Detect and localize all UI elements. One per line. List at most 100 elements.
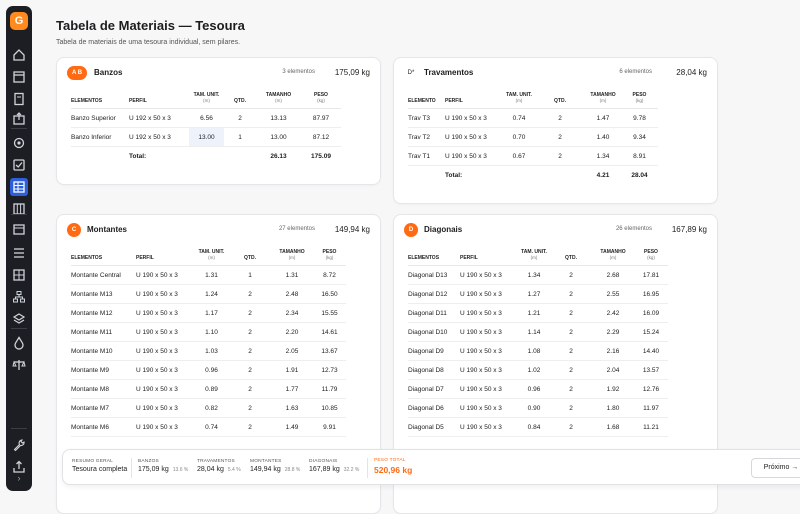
cell-elemento: Banzo Superior xyxy=(71,108,129,128)
sidebar-button-settings[interactable] xyxy=(10,134,28,152)
cell-perfil: U 190 x 50 x 3 xyxy=(136,322,194,342)
sidebar-button-hierarchy[interactable] xyxy=(10,288,28,306)
cell-perfil: U 192 x 50 x 3 xyxy=(129,127,189,147)
sidebar-button-list[interactable] xyxy=(10,244,28,262)
cell-qtd: 2 xyxy=(535,108,585,128)
cell-peso: 16.50 xyxy=(313,284,346,304)
table-row[interactable]: Diagonal D7 U 190 x 50 x 3 0.96 2 1.92 12.76 xyxy=(408,379,668,399)
cell-qtd: 2 xyxy=(229,341,271,361)
col-qtd: QTD. xyxy=(224,92,256,109)
sidebar-button-layers[interactable] xyxy=(10,310,28,328)
table-row[interactable]: Diagonal D13 U 190 x 50 x 3 1.34 2 2.68 17.81 xyxy=(408,265,668,285)
sidebar-button-drop[interactable] xyxy=(10,334,28,352)
cell-elemento: Montante M9 xyxy=(71,360,136,380)
cell-peso: 13.67 xyxy=(313,341,346,361)
table-row[interactable]: Diagonal D5 U 190 x 50 x 3 0.84 2 1.68 11.21 xyxy=(408,417,668,437)
cell-qtd: 2 xyxy=(535,127,585,147)
table-row[interactable]: Montante M7 U 190 x 50 x 3 0.82 2 1.63 10.85 xyxy=(71,398,346,418)
col-peso: PESO (kg) xyxy=(313,249,346,266)
cell-qtd: 1 xyxy=(224,127,256,147)
col-perfil: PERFIL xyxy=(129,92,189,109)
table-row[interactable]: Trav T1 U 190 x 50 x 3 0.67 2 1.34 8.91 xyxy=(408,146,658,166)
cell-qtd: 2 xyxy=(550,284,592,304)
table-row[interactable]: Banzo Inferior U 192 x 50 x 3 13.00 1 13.00 8… xyxy=(71,127,341,147)
table-row[interactable]: Montante M10 U 190 x 50 x 3 1.03 2 2.05 13.67 xyxy=(71,341,346,361)
table-row[interactable]: Trav T3 U 190 x 50 x 3 0.74 2 1.47 9.78 xyxy=(408,108,658,128)
hierarchy-icon xyxy=(13,291,25,303)
sidebar-button-calendar[interactable] xyxy=(10,220,28,238)
cell-perfil: U 190 x 50 x 3 xyxy=(445,146,503,166)
cell-tam-unit: 0.70 xyxy=(503,127,535,147)
app-logo[interactable]: G xyxy=(10,12,28,30)
sidebar-button-upload[interactable] xyxy=(10,458,28,476)
card-weight: 28,04 kg xyxy=(676,68,707,77)
cell-perfil: U 190 x 50 x 3 xyxy=(460,303,518,323)
col-tam-unit: TAM. UNIT. (m) xyxy=(503,92,535,109)
travamentos-table: ELEMENTO PERFIL TAM. UNIT. (m) QTD. TAMAN… xyxy=(408,92,658,185)
total-spacer xyxy=(408,166,445,185)
table-row[interactable]: Montante Central U 190 x 50 x 3 1.31 1 1.31 8… xyxy=(71,265,346,285)
cell-qtd: 2 xyxy=(229,417,271,437)
cell-peso: 14.40 xyxy=(634,341,668,361)
cell-perfil: U 190 x 50 x 3 xyxy=(460,398,518,418)
cell-tamanho: 2.68 xyxy=(592,265,634,285)
sidebar-button-check[interactable] xyxy=(10,156,28,174)
col-tamanho-label: TAMANHO xyxy=(279,249,305,255)
summary-percent: 32.2 % xyxy=(343,467,360,473)
col-qtd: QTD. xyxy=(229,249,271,266)
total-tamanho: 4.21 xyxy=(596,171,610,179)
table-row[interactable]: Montante M9 U 190 x 50 x 3 0.96 2 1.91 12.73 xyxy=(71,360,346,380)
diagonais-badge: D xyxy=(404,223,418,237)
table-row[interactable]: Trav T2 U 190 x 50 x 3 0.70 2 1.40 9.34 xyxy=(408,127,658,147)
table-row[interactable]: Diagonal D12 U 190 x 50 x 3 1.27 2 2.55 16.95 xyxy=(408,284,668,304)
sidebar-button-wrench[interactable] xyxy=(10,436,28,454)
page-title: Tabela de Materiais — Tesoura xyxy=(56,18,245,33)
sidebar-button-page[interactable] xyxy=(10,90,28,108)
col-tam-unit-label: TAM. UNIT. xyxy=(506,92,532,98)
cell-peso: 8.91 xyxy=(621,146,658,166)
sidebar-button-window[interactable] xyxy=(10,68,28,86)
table-row[interactable]: Diagonal D9 U 190 x 50 x 3 1.08 2 2.16 14.40 xyxy=(408,341,668,361)
sidebar-button-home[interactable] xyxy=(10,46,28,64)
table-row[interactable]: Montante M8 U 190 x 50 x 3 0.89 2 1.77 11.79 xyxy=(71,379,346,399)
cell-tam-unit: 0.90 xyxy=(518,398,550,418)
sidebar-button-columns[interactable] xyxy=(10,200,28,218)
cell-tamanho: 2.20 xyxy=(271,322,313,342)
table-row[interactable]: Diagonal D11 U 190 x 50 x 3 1.21 2 2.42 16.09 xyxy=(408,303,668,323)
table-row[interactable]: Montante M13 U 190 x 50 x 3 1.24 2 2.48 16.50 xyxy=(71,284,346,304)
table-row[interactable]: Montante M11 U 190 x 50 x 3 1.10 2 2.20 14.61 xyxy=(71,322,346,342)
cell-perfil: U 190 x 50 x 3 xyxy=(460,360,518,380)
sidebar-button-table[interactable] xyxy=(10,178,28,196)
sidebar-button-export[interactable] xyxy=(10,110,28,128)
cell-elemento: Montante M7 xyxy=(71,398,136,418)
diagonais-table: ELEMENTOS PERFIL TAM. UNIT. (m) QTD. TAMA… xyxy=(408,249,668,437)
cell-qtd: 2 xyxy=(550,341,592,361)
col-qtd: QTD. xyxy=(550,249,592,266)
cell-qtd: 2 xyxy=(550,265,592,285)
table-row[interactable]: Diagonal D8 U 190 x 50 x 3 1.02 2 2.04 13.57 xyxy=(408,360,668,380)
cell-tam-unit: 1.08 xyxy=(518,341,550,361)
cell-elemento: Diagonal D10 xyxy=(408,322,460,342)
cell-tamanho: 1.49 xyxy=(271,417,313,437)
total-peso: 28.04 xyxy=(631,171,648,179)
page-subtitle: Tabela de materiais de uma tesoura indiv… xyxy=(56,39,241,46)
cell-peso: 15.55 xyxy=(313,303,346,323)
next-button[interactable]: Próximo → xyxy=(751,458,800,478)
cell-tam-unit: 0.96 xyxy=(518,379,550,399)
col-tam-unit-unit: (m) xyxy=(515,98,523,103)
table-row[interactable]: Montante M12 U 190 x 50 x 3 1.17 2 2.34 15.55 xyxy=(71,303,346,323)
sidebar-expand-button[interactable]: › xyxy=(17,473,21,483)
cell-tamanho: 1.34 xyxy=(585,146,621,166)
table-row[interactable]: Banzo Superior U 192 x 50 x 3 6.56 2 13.13 87… xyxy=(71,108,341,128)
sidebar-button-scale[interactable] xyxy=(10,356,28,374)
cell-tamanho: 13.13 xyxy=(256,108,301,128)
table-row[interactable]: Diagonal D6 U 190 x 50 x 3 0.90 2 1.80 11.97 xyxy=(408,398,668,418)
table-row[interactable]: Montante M6 U 190 x 50 x 3 0.74 2 1.49 9.91 xyxy=(71,417,346,437)
table-row[interactable]: Diagonal D10 U 190 x 50 x 3 1.14 2 2.29 15.24 xyxy=(408,322,668,342)
list-icon xyxy=(14,248,24,258)
cell-qtd: 2 xyxy=(229,379,271,399)
upload-icon xyxy=(13,460,25,473)
col-tam-unit: TAM. UNIT. (m) xyxy=(518,249,550,266)
grid-icon xyxy=(13,269,25,281)
sidebar-button-grid[interactable] xyxy=(10,266,28,284)
